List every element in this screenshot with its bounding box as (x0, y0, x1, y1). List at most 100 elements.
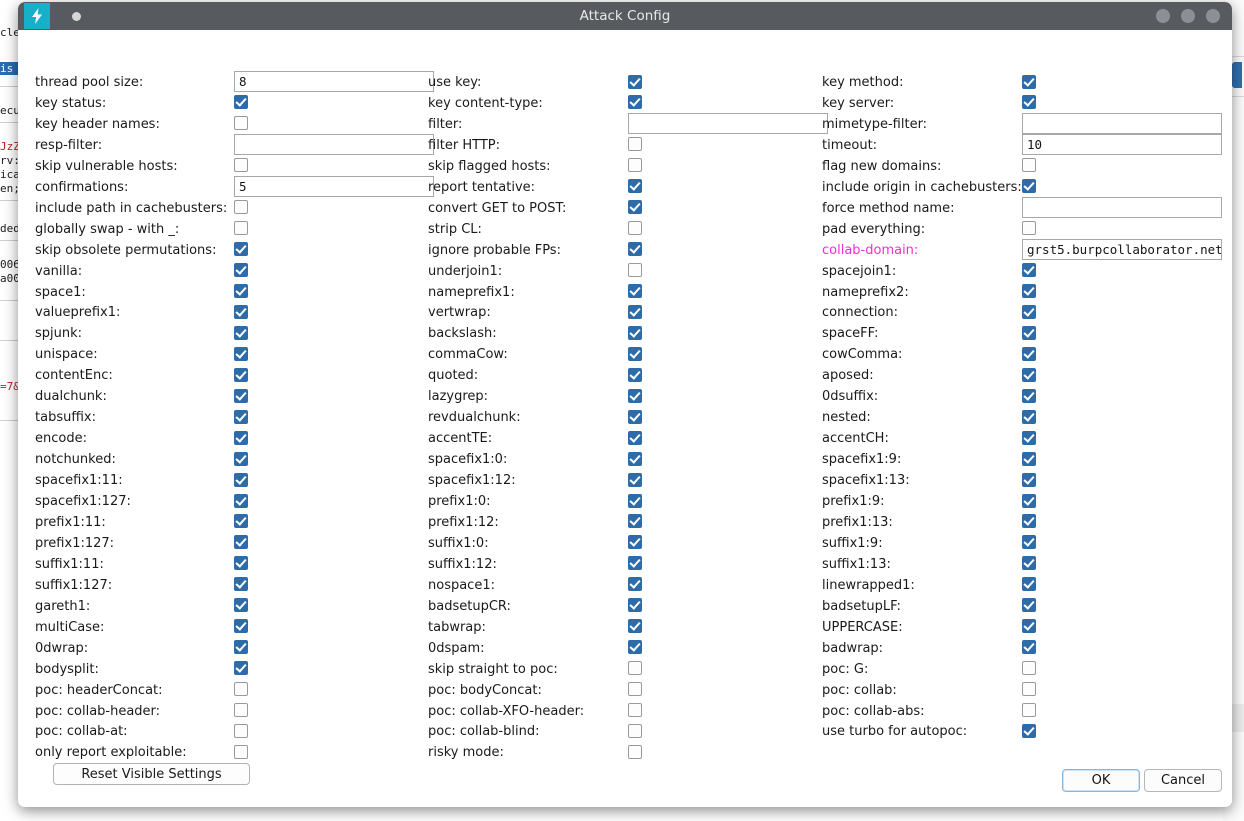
checkbox-use-turbo-for-autopoc[interactable] (1022, 723, 1036, 738)
checkbox-spacefix1-9[interactable] (1022, 451, 1036, 466)
checkbox-skip-flagged-hosts[interactable] (628, 158, 642, 173)
checkbox-only-report-exploitable[interactable] (234, 744, 248, 759)
checkbox-badsetupcr[interactable] (628, 598, 642, 613)
checkbox-key-content-type[interactable] (628, 95, 642, 110)
checkbox-spacefix1-0[interactable] (628, 451, 642, 466)
checkbox-multicase[interactable] (234, 619, 248, 634)
input-force-method-name[interactable] (1022, 196, 1222, 218)
checkbox-spjunk[interactable] (234, 325, 248, 340)
checkbox-key-header-names[interactable] (234, 116, 248, 131)
checkbox-convert-get-to-post[interactable] (628, 200, 642, 215)
checkbox-poc-collab[interactable] (1022, 682, 1036, 697)
checkbox-connection[interactable] (1022, 304, 1036, 319)
checkbox-suffix1-12[interactable] (628, 556, 642, 571)
checkbox-contentenc[interactable] (234, 367, 248, 382)
checkbox-poc-headerconcat[interactable] (234, 682, 248, 697)
checkbox-key-server[interactable] (1022, 95, 1036, 110)
checkbox-spacejoin1[interactable] (1022, 263, 1036, 278)
window-menu-dot-icon[interactable] (72, 11, 81, 21)
checkbox-gareth1[interactable] (234, 598, 248, 613)
checkbox-pad-everything[interactable] (1022, 221, 1036, 236)
checkbox-backslash[interactable] (628, 325, 642, 340)
checkbox-encode[interactable] (234, 430, 248, 445)
checkbox-badsetuplf[interactable] (1022, 598, 1036, 613)
input-mimetype-filter[interactable] (1022, 112, 1222, 134)
ok-button[interactable]: OK (1062, 769, 1140, 792)
checkbox-prefix1-0[interactable] (628, 493, 642, 508)
checkbox-key-method[interactable] (1022, 74, 1036, 89)
checkbox-poc-collab-at[interactable] (234, 723, 248, 738)
minimize-button[interactable] (1156, 9, 1170, 23)
checkbox-strip-cl[interactable] (628, 221, 642, 236)
checkbox-poc-collab-header[interactable] (234, 703, 248, 717)
checkbox-nameprefix1[interactable] (628, 284, 642, 298)
checkbox-spacefix1-127[interactable] (234, 493, 248, 508)
checkbox-suffix1-11[interactable] (234, 556, 248, 571)
checkbox-prefix1-13[interactable] (1022, 514, 1036, 529)
checkbox-dualchunk[interactable] (234, 388, 248, 403)
checkbox-poc-bodyconcat[interactable] (628, 682, 642, 697)
checkbox-prefix1-11[interactable] (234, 514, 248, 529)
checkbox-suffix1-13[interactable] (1022, 556, 1036, 571)
checkbox-cowcomma[interactable] (1022, 346, 1036, 361)
cancel-button[interactable]: Cancel (1144, 769, 1222, 792)
checkbox-key-status[interactable] (234, 95, 248, 110)
checkbox-notchunked[interactable] (234, 451, 248, 466)
checkbox-suffix1-0[interactable] (628, 535, 642, 550)
checkbox-suffix1-127[interactable] (234, 577, 248, 592)
close-button[interactable] (1206, 9, 1220, 23)
checkbox-spacefix1-13[interactable] (1022, 472, 1036, 487)
checkbox-spaceff[interactable] (1022, 325, 1036, 340)
checkbox-bodysplit[interactable] (234, 661, 248, 676)
checkbox-skip-straight-to-poc[interactable] (628, 661, 642, 676)
checkbox-prefix1-127[interactable] (234, 535, 248, 550)
checkbox-nameprefix2[interactable] (1022, 284, 1036, 298)
checkbox-ignore-probable-fps[interactable] (628, 242, 642, 257)
checkbox-spacefix1-12[interactable] (628, 472, 642, 487)
checkbox-quoted[interactable] (628, 367, 642, 382)
checkbox-0dwrap[interactable] (234, 640, 248, 655)
checkbox-underjoin1[interactable] (628, 263, 642, 278)
checkbox-revdualchunk[interactable] (628, 409, 642, 424)
checkbox-nospace1[interactable] (628, 577, 642, 592)
checkbox-skip-vulnerable-hosts[interactable] (234, 158, 248, 173)
checkbox-space1[interactable] (234, 284, 248, 298)
checkbox-skip-obsolete-permutations[interactable] (234, 242, 248, 257)
checkbox-include-origin-in-cachebusters[interactable] (1022, 179, 1036, 194)
checkbox-poc-collab-blind[interactable] (628, 723, 642, 738)
checkbox-0dsuffix[interactable] (1022, 388, 1036, 403)
dialog-titlebar[interactable]: Attack Config (18, 2, 1232, 30)
checkbox-commacow[interactable] (628, 346, 642, 361)
checkbox-risky-mode[interactable] (628, 744, 642, 759)
checkbox-filter-http[interactable] (628, 137, 642, 152)
checkbox-aposed[interactable] (1022, 367, 1036, 382)
checkbox-tabwrap[interactable] (628, 619, 642, 634)
checkbox-report-tentative[interactable] (628, 179, 642, 194)
checkbox-vertwrap[interactable] (628, 304, 642, 319)
checkbox-use-key[interactable] (628, 74, 642, 89)
input-filter[interactable] (628, 112, 828, 134)
checkbox-poc-collab-xfo-header[interactable] (628, 703, 642, 717)
input-collab-domain[interactable]: grst5.burpcollaborator.net (1022, 238, 1222, 260)
input-confirmations[interactable]: 5 (234, 175, 434, 197)
input-timeout[interactable]: 10 (1022, 133, 1222, 155)
checkbox-unispace[interactable] (234, 346, 248, 361)
checkbox-flag-new-domains[interactable] (1022, 158, 1036, 173)
checkbox-linewrapped1[interactable] (1022, 577, 1036, 592)
checkbox-0dspam[interactable] (628, 640, 642, 655)
checkbox-nested[interactable] (1022, 409, 1036, 424)
checkbox-poc-g[interactable] (1022, 661, 1036, 676)
checkbox-spacefix1-11[interactable] (234, 472, 248, 487)
checkbox-include-path-in-cachebusters[interactable] (234, 200, 248, 215)
checkbox-accentch[interactable] (1022, 430, 1036, 445)
reset-visible-settings-button[interactable]: Reset Visible Settings (53, 763, 250, 785)
maximize-button[interactable] (1181, 9, 1195, 23)
checkbox-vanilla[interactable] (234, 263, 248, 278)
checkbox-uppercase[interactable] (1022, 619, 1036, 634)
checkbox-lazygrep[interactable] (628, 388, 642, 403)
checkbox-globally-swap-with[interactable] (234, 221, 248, 236)
checkbox-badwrap[interactable] (1022, 640, 1036, 655)
checkbox-prefix1-12[interactable] (628, 514, 642, 529)
checkbox-suffix1-9[interactable] (1022, 535, 1036, 550)
checkbox-accentte[interactable] (628, 430, 642, 445)
